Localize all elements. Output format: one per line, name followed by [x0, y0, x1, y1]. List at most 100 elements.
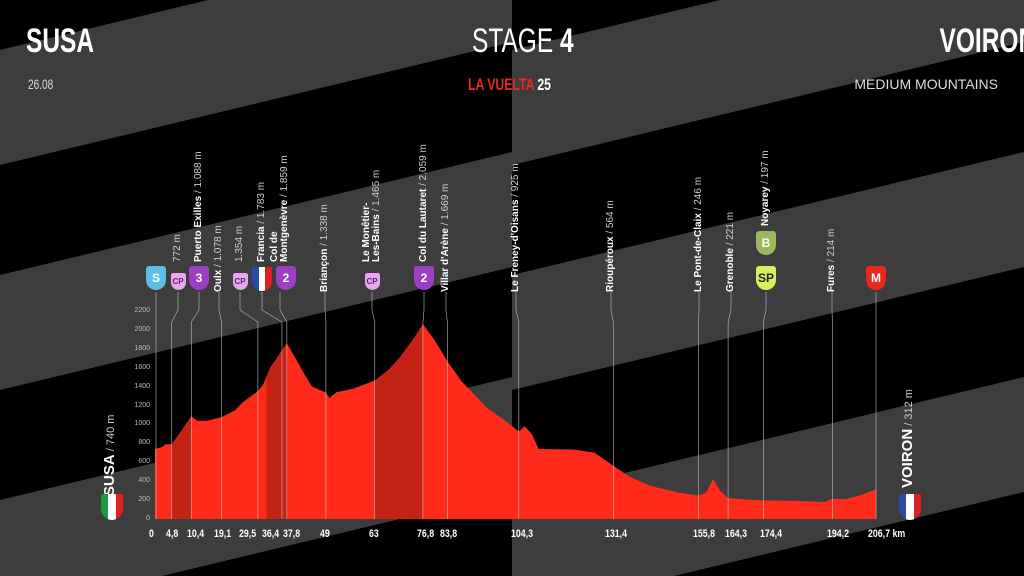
marker-name: Le Pont-de-Claix [693, 213, 704, 292]
stage-date: 26.08 [28, 76, 54, 92]
marker-label: Oulx / 1.078 m [213, 225, 224, 292]
marker-name: Le Freney-d'Oisans [510, 199, 521, 292]
marker-line [261, 292, 283, 519]
x-tick-label: 37,8 [283, 528, 301, 540]
marker-altitude: / 1.669 m [440, 183, 451, 229]
marker-altitude: / 925 m [510, 163, 521, 200]
marker-label: Le Monêtier- Les-Bains / 1.465 m [361, 169, 382, 262]
mountain-cat-2-icon: 2 [276, 266, 296, 290]
y-tick-label: 200 [138, 496, 150, 504]
y-tick-label: 1200 [134, 401, 150, 409]
marker-line [610, 292, 614, 519]
checkpoint-icon: CP [364, 273, 380, 290]
marker-line [218, 292, 222, 519]
marker-label: Francia / 1.783 m [256, 181, 267, 262]
stage-number: 4 [559, 22, 574, 60]
marker-altitude: / 1.088 m [193, 151, 204, 196]
marker-name: Grenoble [725, 248, 736, 292]
x-tick-label: 131,4 [605, 528, 628, 540]
brand-name: LA VUELTA [468, 75, 534, 94]
marker-altitude: / 2.059 m [418, 144, 429, 189]
x-tick-label: 155,8 [693, 528, 716, 540]
background-band [0, 0, 512, 165]
marker-altitude: / 1.859 m [279, 155, 290, 200]
x-tick-label: 0 [149, 528, 154, 540]
marker-name: Briançon [319, 248, 330, 292]
marker-name: Col de Montgenèvre [269, 199, 290, 262]
checkpoint-icon: CP [170, 273, 186, 290]
background-band [512, 0, 1024, 165]
start-altitude-label: SUSA / 740 m [101, 414, 118, 496]
marker-label: Briançon / 1.338 m [319, 204, 330, 292]
marker-line [239, 292, 259, 519]
x-tick-label: 49 [320, 528, 330, 540]
y-tick-label: 400 [138, 477, 150, 485]
climb-segment [171, 324, 192, 519]
intermediate-sprint-icon: SP [756, 266, 776, 290]
y-tick-label: 1800 [134, 344, 150, 352]
bonus-sprint-icon: B [756, 231, 776, 255]
marker-label: Puerto Exilles / 1.088 m [193, 151, 204, 262]
marker-name: Francia [256, 226, 267, 262]
marker-label: Col du Lautaret / 2.059 m [418, 144, 429, 262]
marker-line [324, 292, 327, 519]
marker-altitude: / 214 m [826, 228, 837, 265]
x-tick-label: 29,5 [239, 528, 257, 540]
marker-name: Noyarey [760, 186, 771, 226]
x-tick-label: 63 [369, 528, 379, 540]
y-tick-label: 2000 [134, 325, 150, 333]
marker-label: 1.354 m [234, 226, 245, 262]
marker-name: Puerto Exilles [193, 195, 204, 262]
y-tick-label: 800 [138, 439, 150, 447]
climb-segment [374, 324, 423, 519]
marker-label: Noyarey / 197 m [760, 150, 771, 226]
marker-name: Villar d'Arène [440, 228, 451, 292]
y-tick-label: 1400 [134, 382, 150, 390]
marker-altitude: / 221 m [725, 211, 736, 249]
marker-label: Rioupéroux / 564 m [605, 200, 616, 292]
italy-flag-icon [101, 494, 123, 520]
marker-altitude: / 1.465 m [371, 169, 382, 215]
marker-altitude: / 564 m [605, 200, 616, 237]
start-icon: S [146, 266, 166, 290]
x-tick-label: 104,3 [511, 528, 534, 540]
marker-label: Fures / 214 m [826, 228, 837, 292]
marker-label: Villar d'Arène / 1.669 m [440, 183, 451, 292]
x-tick-label: 194,2 [827, 528, 850, 540]
x-tick-label: 174,4 [760, 528, 783, 540]
x-tick-label: 10,4 [187, 528, 205, 540]
x-tick-label: 83,8 [440, 528, 458, 540]
background-band [512, 377, 1024, 576]
marker-altitude: / 246 m [693, 176, 704, 214]
y-tick-label: 2200 [134, 307, 150, 314]
checkpoint-icon: CP [232, 273, 248, 290]
stage-type: MEDIUM MOUNTAINS [854, 76, 998, 92]
marker-altitude: / 1.338 m [319, 204, 330, 249]
x-tick-label: 76,8 [417, 528, 435, 540]
finish-city: VOIRON [939, 22, 1024, 60]
marker-line [727, 292, 732, 519]
marker-line [190, 292, 200, 519]
y-tick-label: 1600 [134, 363, 150, 371]
marker-name: Oulx [213, 269, 224, 292]
x-tick-label: 164,3 [725, 528, 748, 540]
marker-label: Le Freney-d'Oisans / 925 m [510, 163, 521, 292]
marker-line [445, 292, 448, 519]
marker-line [698, 292, 700, 519]
marker-altitude: / 1.078 m [213, 225, 224, 270]
x-tick-label: 4,8 [166, 528, 179, 540]
brand-year: 25 [537, 75, 551, 94]
y-tick-label: 0 [146, 515, 150, 522]
y-tick-label: 1000 [134, 420, 150, 428]
stage-label: STAGE [472, 22, 554, 60]
marker-line [422, 292, 425, 519]
finish-altitude-label: VOIRON / 312 m [899, 389, 916, 488]
y-tick-label: 600 [138, 458, 150, 466]
x-tick-label: 19,1 [214, 528, 232, 540]
finish-icon: M [866, 266, 886, 290]
marker-altitude: / 1.783 m [256, 181, 267, 227]
france-flag-icon [899, 494, 921, 520]
mountain-cat-2-icon: 2 [414, 266, 434, 290]
marker-line [371, 292, 376, 519]
